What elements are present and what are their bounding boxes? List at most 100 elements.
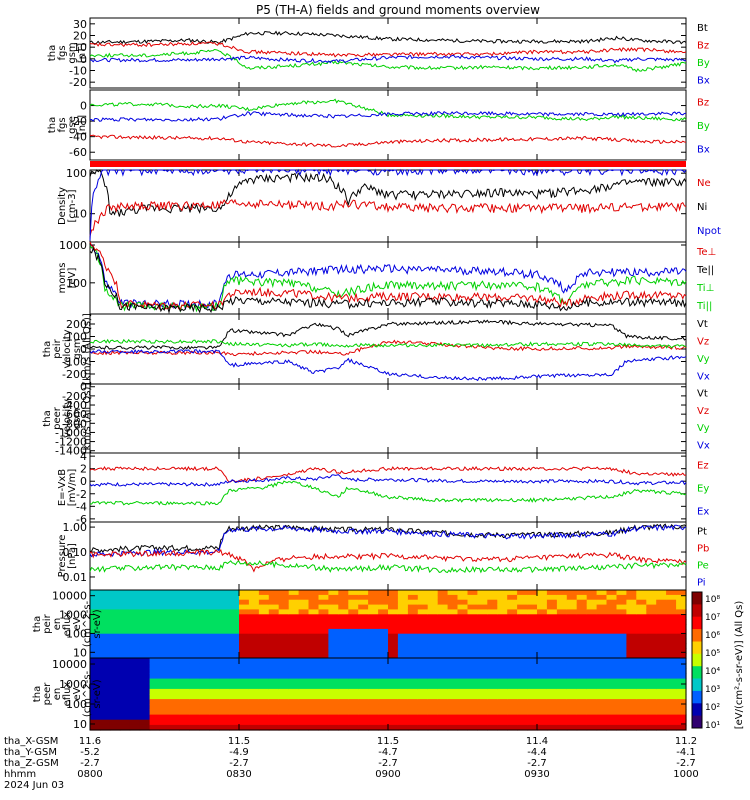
heatmap-cell	[676, 633, 687, 640]
heatmap-cell	[338, 719, 349, 726]
heatmap-cell	[268, 704, 280, 710]
heatmap-cell	[388, 599, 399, 606]
heatmap-cell	[348, 653, 359, 659]
heatmap-cell	[109, 599, 121, 606]
heatmap-cell	[566, 648, 578, 654]
heatmap-cell	[537, 633, 548, 640]
heatmap-cell	[328, 648, 339, 654]
heatmap-cell	[149, 688, 161, 695]
heatmap-cell	[258, 624, 270, 630]
heatmap-cell	[527, 599, 538, 606]
heatmap-cell	[159, 688, 170, 695]
heatmap-cell	[368, 594, 379, 601]
heatmap-cell	[378, 668, 389, 674]
heatmap-cell	[308, 638, 319, 645]
legend-Ne: Ne	[697, 178, 711, 189]
heatmap-cell	[278, 648, 290, 654]
heatmap-cell	[288, 594, 300, 601]
series-line-Bx	[89, 54, 687, 64]
heatmap-cell	[676, 594, 687, 601]
series-line-Vy	[89, 338, 687, 349]
heatmap-cell	[566, 724, 578, 731]
legend-Bx: Bx	[697, 144, 710, 155]
heatmap-cell	[487, 628, 498, 635]
heatmap-cell	[388, 638, 399, 645]
heatmap-cell	[517, 704, 528, 710]
legend-Ex: Ex	[697, 507, 709, 518]
heatmap-cell	[666, 704, 677, 710]
heatmap-cell	[239, 638, 250, 645]
heatmap-cell	[378, 633, 389, 640]
heatmap-cell	[109, 614, 121, 620]
heatmap-cell	[477, 709, 488, 716]
heatmap-cell	[447, 624, 459, 630]
heatmap-cell	[278, 694, 290, 700]
heatmap-cell	[437, 604, 449, 611]
heatmap-cell	[566, 633, 578, 640]
heatmap-cell	[487, 678, 498, 685]
heatmap-cell	[278, 643, 290, 649]
heatmap-cell	[368, 704, 379, 710]
heatmap-cell	[258, 599, 270, 606]
series-line-Ne	[89, 198, 687, 236]
heatmap-cell	[229, 648, 240, 654]
heatmap-cell	[229, 619, 240, 625]
heatmap-cell	[99, 683, 111, 690]
heatmap-cell	[537, 658, 548, 664]
heatmap-cell	[606, 633, 617, 640]
heatmap-cell	[397, 619, 409, 625]
heatmap-cell	[209, 714, 220, 721]
heatmap-cell	[90, 658, 101, 664]
heatmap-cell	[388, 643, 399, 649]
heatmap-cell	[626, 624, 637, 630]
heatmap-cell	[576, 624, 588, 630]
heatmap-cell	[109, 594, 121, 601]
heatmap-cell	[248, 653, 260, 659]
colorbar-tick: 10⁸	[705, 595, 720, 605]
heatmap-cell	[457, 678, 468, 685]
heatmap-cell	[606, 688, 617, 695]
heatmap-cell	[676, 658, 687, 664]
heatmap-cell	[328, 709, 339, 716]
heatmap-cell	[527, 673, 538, 680]
heatmap-cell	[239, 653, 250, 659]
ytick-label: -400	[62, 399, 87, 412]
heatmap-cell	[139, 678, 151, 685]
heatmap-cell	[209, 668, 220, 674]
heatmap-cell	[388, 658, 399, 664]
heatmap-cell	[149, 704, 161, 710]
heatmap-cell	[358, 594, 369, 601]
ytick-label: 4	[80, 450, 87, 463]
heatmap-cell	[537, 709, 548, 716]
heatmap-cell	[159, 604, 170, 611]
heatmap-cell	[139, 673, 151, 680]
heatmap-cell	[348, 609, 359, 615]
heatmap-cell	[378, 699, 389, 705]
heatmap-cell	[268, 709, 280, 716]
heatmap-cell	[546, 590, 558, 596]
heatmap-cell	[308, 599, 319, 606]
heatmap-cell	[119, 604, 131, 611]
heatmap-cell	[119, 724, 131, 731]
heatmap-cell	[467, 724, 478, 731]
heatmap-cell	[517, 643, 528, 649]
heatmap-cell	[159, 658, 170, 664]
heatmap-cell	[576, 724, 588, 731]
heatmap-cell	[298, 658, 310, 664]
heatmap-cell	[437, 673, 449, 680]
heatmap-cell	[189, 719, 200, 726]
heatmap-cell	[109, 704, 121, 710]
heatmap-cell	[437, 699, 449, 705]
heatmap-cell	[258, 678, 270, 685]
heatmap-cell	[656, 614, 667, 620]
heatmap-cell	[378, 638, 389, 645]
heatmap-cell	[199, 609, 210, 615]
heatmap-cell	[258, 709, 270, 716]
ytick-label: 0	[80, 53, 87, 66]
heatmap-cell	[139, 694, 151, 700]
heatmap-cell	[457, 673, 468, 680]
heatmap-cell	[278, 594, 290, 601]
heatmap-cell	[199, 594, 210, 601]
heatmap-cell	[159, 683, 170, 690]
